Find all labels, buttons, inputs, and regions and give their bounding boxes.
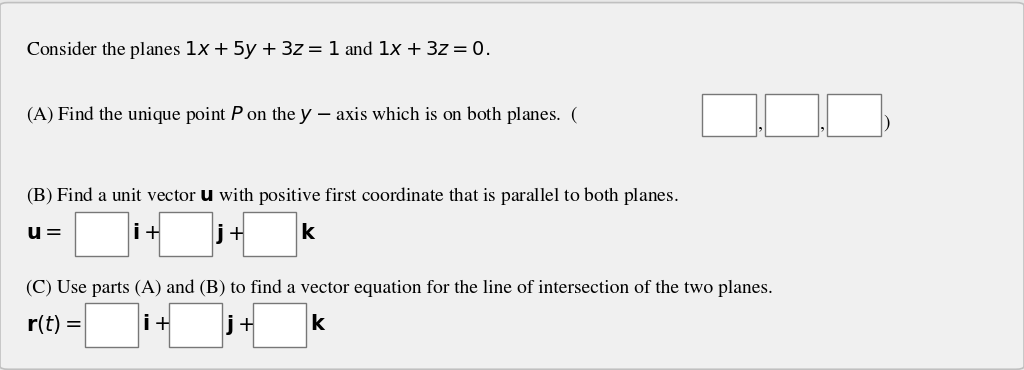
Text: ): ) bbox=[884, 115, 890, 132]
FancyBboxPatch shape bbox=[75, 212, 128, 256]
Text: (A) Find the unique point $P$ on the $y-$axis which is on both planes.  (: (A) Find the unique point $P$ on the $y-… bbox=[26, 104, 578, 125]
Text: $\mathbf{i}+$: $\mathbf{i}+$ bbox=[142, 314, 171, 335]
FancyBboxPatch shape bbox=[0, 3, 1024, 369]
FancyBboxPatch shape bbox=[85, 303, 138, 347]
FancyBboxPatch shape bbox=[169, 303, 222, 347]
Text: (C) Use parts (A) and (B) to find a vector equation for the line of intersection: (C) Use parts (A) and (B) to find a vect… bbox=[26, 279, 772, 297]
Text: ,: , bbox=[820, 115, 825, 132]
FancyBboxPatch shape bbox=[765, 94, 818, 136]
Text: ,: , bbox=[758, 115, 763, 132]
FancyBboxPatch shape bbox=[827, 94, 881, 136]
Text: $\mathbf{u}=$: $\mathbf{u}=$ bbox=[26, 224, 61, 244]
Text: $\mathbf{k}$: $\mathbf{k}$ bbox=[300, 224, 316, 244]
FancyBboxPatch shape bbox=[253, 303, 306, 347]
Text: $\mathbf{k}$: $\mathbf{k}$ bbox=[310, 314, 327, 335]
Text: $\mathbf{j}+$: $\mathbf{j}+$ bbox=[216, 222, 246, 246]
Text: $\mathbf{r}(t)=$: $\mathbf{r}(t)=$ bbox=[26, 313, 82, 336]
Text: $\mathbf{i}+$: $\mathbf{i}+$ bbox=[132, 224, 161, 244]
FancyBboxPatch shape bbox=[702, 94, 756, 136]
FancyBboxPatch shape bbox=[243, 212, 296, 256]
Text: $\mathbf{j}+$: $\mathbf{j}+$ bbox=[226, 313, 256, 337]
Text: Consider the planes $1x + 5y + 3z = 1$ and $1x + 3z = 0.$: Consider the planes $1x + 5y + 3z = 1$ a… bbox=[26, 39, 489, 61]
Text: (B) Find a unit vector $\mathbf{u}$ with positive first coordinate that is paral: (B) Find a unit vector $\mathbf{u}$ with… bbox=[26, 185, 678, 207]
FancyBboxPatch shape bbox=[159, 212, 212, 256]
